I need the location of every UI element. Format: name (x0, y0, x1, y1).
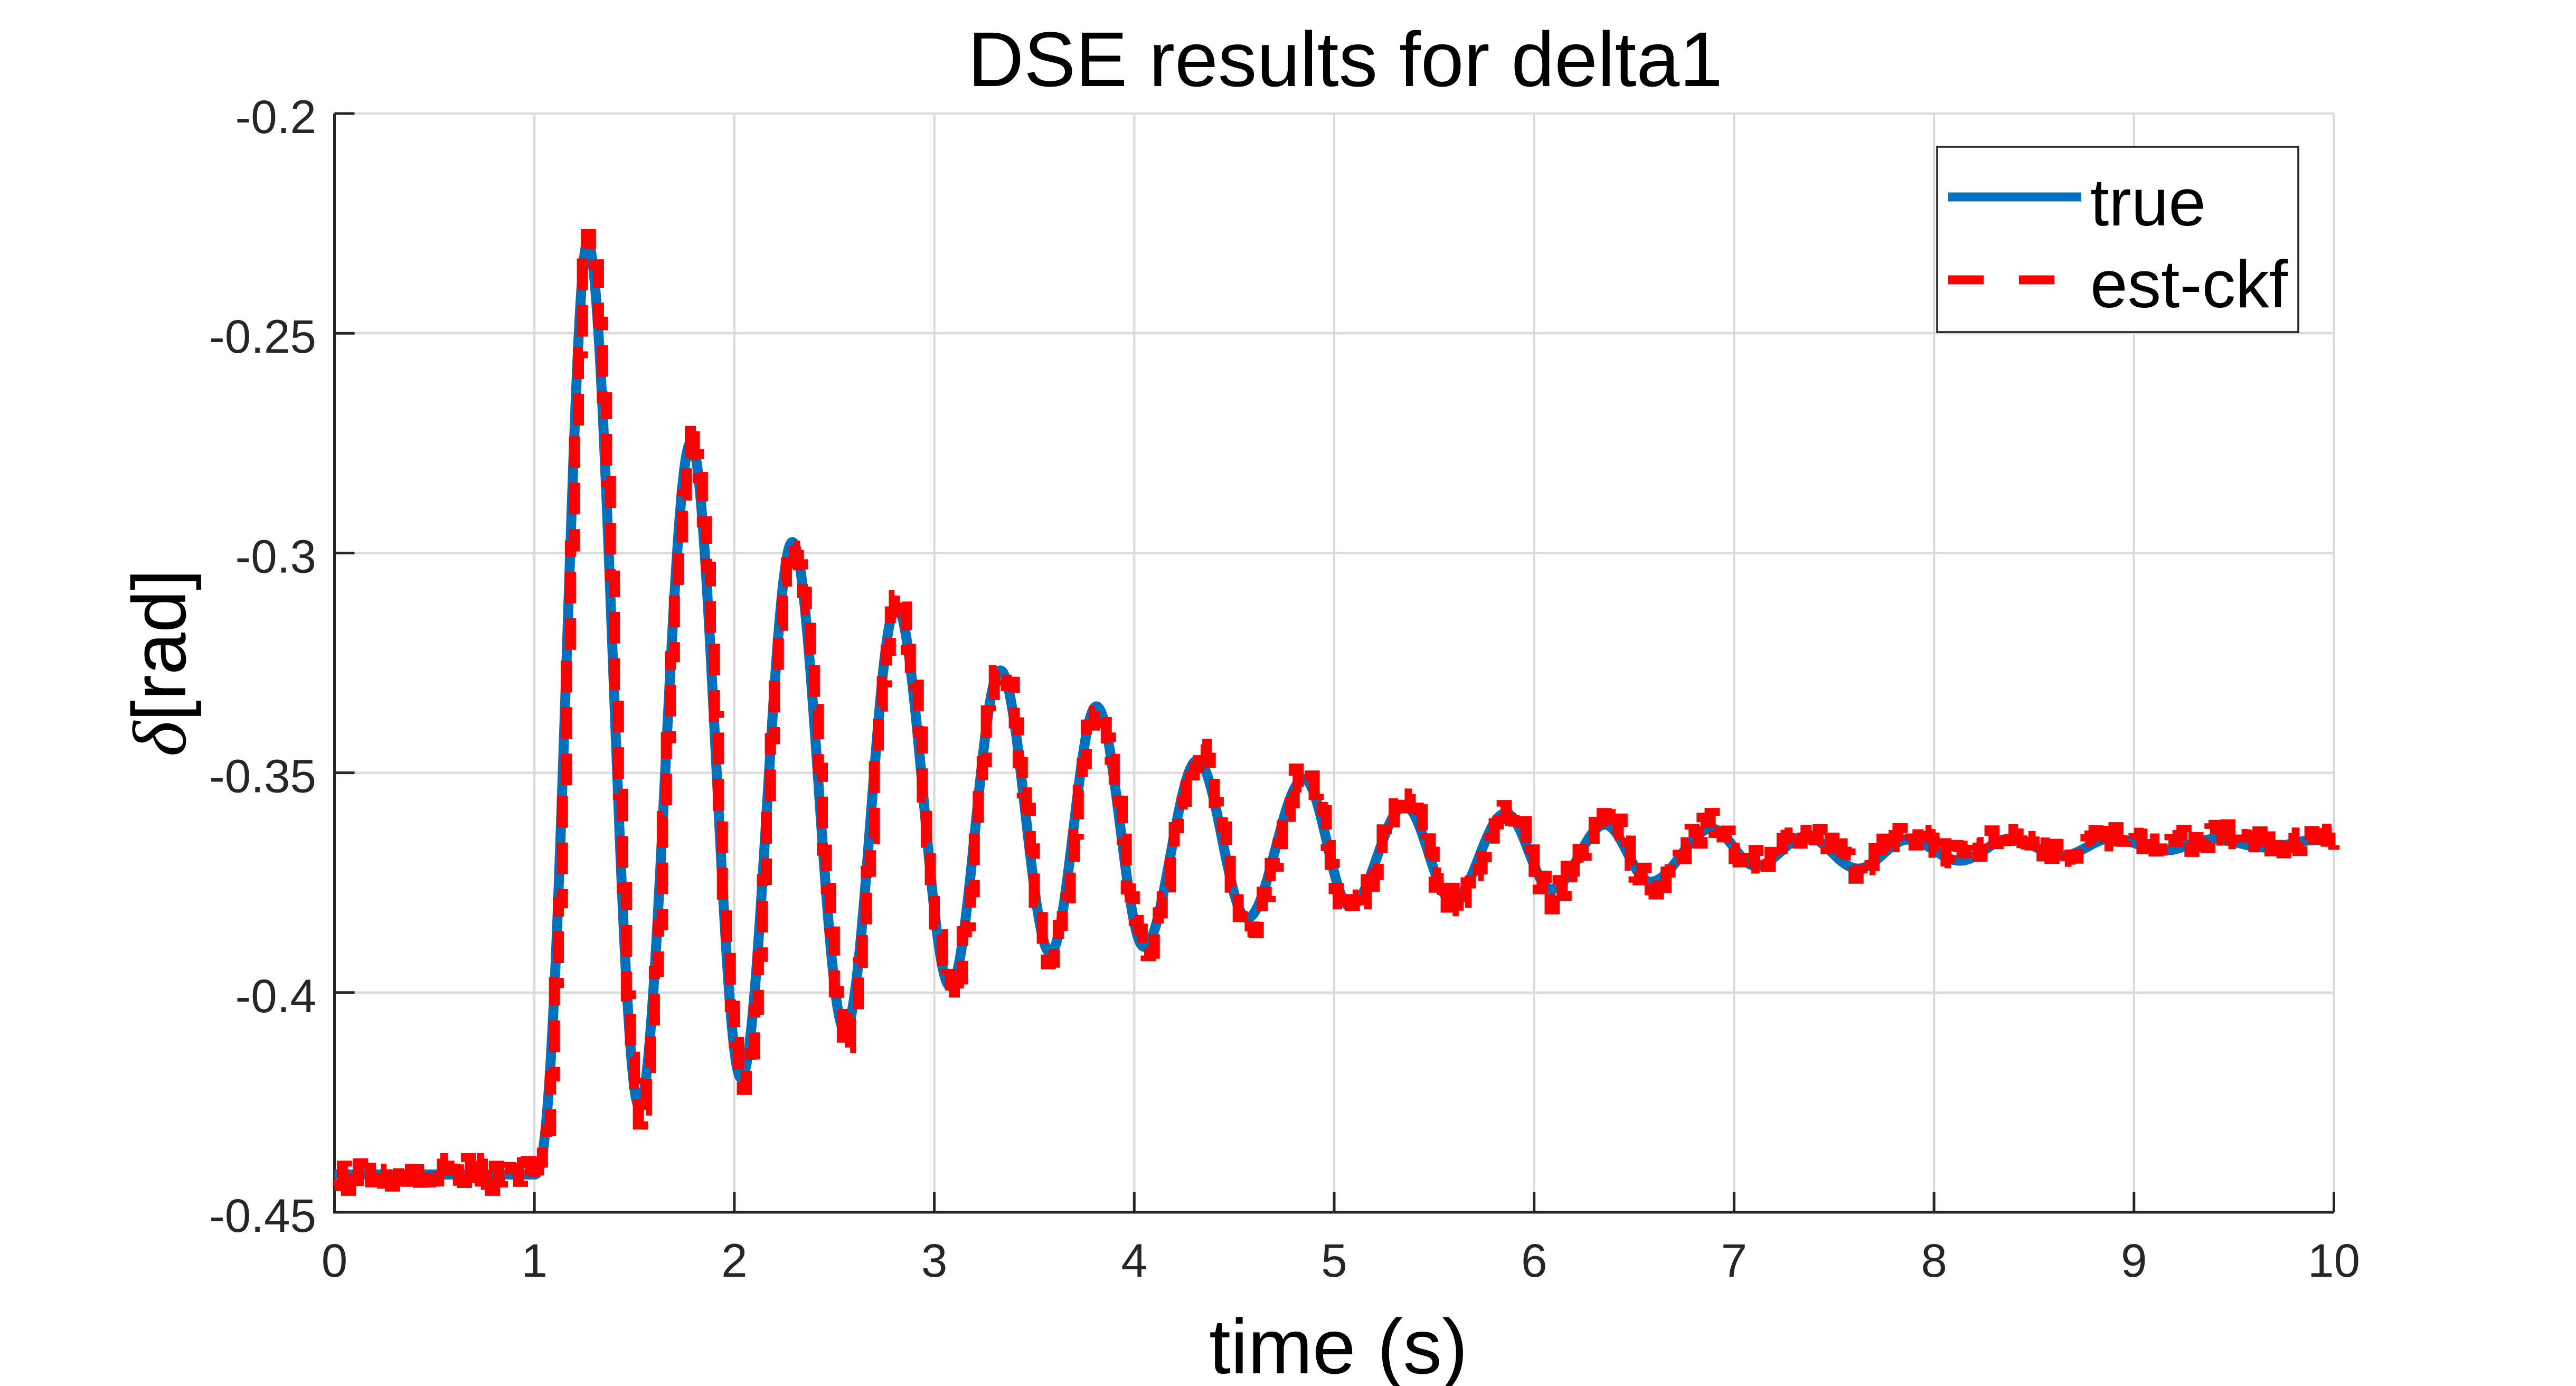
svg-text:1: 1 (521, 1234, 548, 1287)
svg-text:δ[rad]: δ[rad] (117, 569, 202, 757)
svg-text:-0.4: -0.4 (235, 969, 316, 1022)
svg-text:-0.35: -0.35 (209, 750, 316, 803)
svg-text:4: 4 (1121, 1234, 1148, 1287)
svg-text:3: 3 (921, 1234, 948, 1287)
svg-text:7: 7 (1721, 1234, 1748, 1287)
svg-text:time (s): time (s) (1209, 1304, 1468, 1386)
svg-text:5: 5 (1321, 1234, 1347, 1287)
svg-text:8: 8 (1921, 1234, 1947, 1287)
svg-text:DSE results for delta1: DSE results for delta1 (968, 16, 1723, 103)
svg-text:true: true (2090, 165, 2206, 240)
svg-text:2: 2 (721, 1234, 748, 1287)
svg-text:-0.3: -0.3 (235, 530, 316, 582)
svg-text:0: 0 (322, 1234, 348, 1287)
svg-text:est-ckf: est-ckf (2090, 247, 2288, 322)
svg-text:9: 9 (2121, 1234, 2147, 1287)
svg-text:-0.2: -0.2 (235, 90, 316, 143)
svg-text:10: 10 (2308, 1234, 2360, 1287)
svg-text:-0.25: -0.25 (209, 310, 316, 363)
svg-text:-0.45: -0.45 (209, 1189, 316, 1242)
svg-text:6: 6 (1521, 1234, 1548, 1287)
